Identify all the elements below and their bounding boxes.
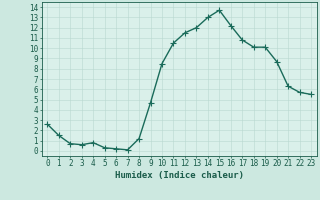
X-axis label: Humidex (Indice chaleur): Humidex (Indice chaleur) bbox=[115, 171, 244, 180]
